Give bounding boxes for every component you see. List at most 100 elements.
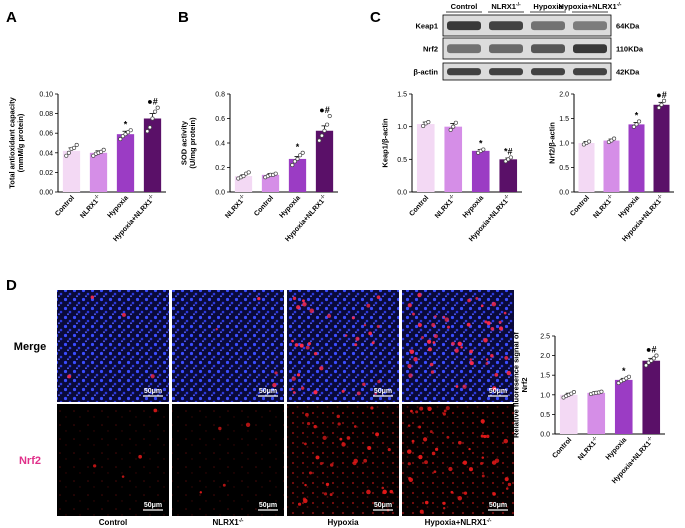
nrf2-signal-spot: [433, 334, 438, 339]
nrf2-signal-spot: [352, 461, 357, 466]
nrf2-signal-spot: [458, 440, 462, 445]
chart-nrf2-fluorescence: 0.0 0.5 1.0 1.5 2.0 2.5 Relative fluoresence s…: [512, 332, 665, 485]
nrf2-signal-spot: [504, 355, 509, 360]
panel-label-b: B: [178, 9, 189, 26]
bar: [288, 158, 307, 192]
bar: [89, 152, 108, 192]
data-point: [91, 153, 96, 158]
nrf2-signal-spot: [337, 422, 341, 426]
y-tick-label: 1.0: [559, 141, 569, 148]
data-point: [634, 122, 639, 127]
significance-marker: ●#: [646, 345, 656, 355]
data-point: [637, 119, 642, 124]
data-point: [609, 138, 614, 143]
nrf2-signal-spot: [138, 454, 142, 459]
category-label: NLRX1-/-: [576, 435, 601, 462]
nrf2-signal-spot: [356, 391, 361, 396]
bar: [628, 124, 645, 192]
data-point: [292, 159, 297, 164]
chart-nrf2-ratio: 0.0 0.5 1.0 1.5 2.0 Nrf2/β-actin Control NLRX1-…: [547, 90, 674, 243]
nrf2-signal-spot: [451, 341, 455, 346]
nrf2-signal-spot: [341, 389, 345, 393]
y-tick-label: 2.0: [540, 353, 550, 360]
blot-band: [447, 44, 481, 54]
nrf2-signal-spot: [299, 343, 304, 348]
nrf2-signal-spot: [442, 315, 446, 319]
bar: [642, 360, 661, 434]
nrf2-signal-spot: [490, 326, 495, 331]
y-tick-label: 0.4: [215, 141, 225, 148]
nrf2-signal-spot: [442, 412, 446, 416]
data-point: [325, 122, 330, 127]
significance-marker: *: [635, 110, 639, 120]
nrf2-signal-spot: [121, 475, 125, 478]
nrf2-signal-spot: [153, 408, 158, 413]
nrf2-signal-spot: [222, 483, 226, 487]
nrf2-signal-spot: [407, 424, 411, 427]
bar: [499, 159, 518, 192]
data-point: [651, 356, 656, 361]
nrf2-signal-spot: [491, 301, 497, 307]
nrf2-signal-spot: [444, 317, 450, 322]
data-point: [298, 153, 303, 158]
nrf2-signal-spot: [507, 482, 512, 487]
nrf2-signal-spot: [302, 299, 305, 303]
nrf2-signal-spot: [303, 498, 308, 504]
data-point: [503, 159, 508, 164]
data-point: [120, 134, 125, 139]
nrf2-signal-spot: [319, 462, 323, 466]
data-point: [508, 155, 513, 160]
data-point: [101, 147, 106, 152]
nrf2-signal-spot: [417, 322, 422, 328]
y-tick-label: 0.00: [39, 190, 53, 197]
data-point: [662, 98, 667, 103]
data-point: [426, 120, 431, 125]
nrf2-signal-spot: [424, 460, 428, 465]
category-label: Control: [569, 195, 591, 218]
nrf2-signal-spot: [377, 379, 381, 384]
nrf2-signal-spot: [431, 323, 436, 327]
nrf2-image: [172, 404, 284, 516]
nrf2-signal-spot: [292, 391, 296, 394]
nrf2-signal-spot: [376, 295, 381, 300]
scale-bar-label: 50μm: [144, 502, 162, 509]
blot-band: [531, 44, 565, 54]
fluorescence-microscopy-grid: 50μm 50μm 50μm 50μm 50μm 50μm 50μm 50μm Merge Nr…: [14, 290, 514, 527]
nrf2-signal-spot: [442, 501, 446, 505]
nrf2-signal-spot: [481, 474, 485, 478]
nrf2-signal-spot: [296, 373, 301, 377]
nrf2-signal-spot: [475, 296, 479, 300]
nrf2-signal-spot: [480, 462, 483, 465]
y-tick-label: 1.5: [397, 92, 407, 99]
nrf2-image: [287, 404, 399, 516]
nrf2-signal-spot: [296, 305, 301, 310]
category-label: Hypoxia: [462, 195, 485, 220]
scale-bar-label: 50μm: [144, 388, 162, 395]
nrf2-signal-spot: [423, 437, 428, 442]
nrf2-signal-spot: [346, 436, 351, 440]
nrf2-signal-spot: [351, 316, 355, 320]
nrf2-signal-spot: [429, 430, 433, 433]
data-point: [451, 124, 456, 129]
significance-marker: *#: [504, 146, 513, 156]
nrf2-signal-spot: [462, 460, 468, 465]
nrf2-signal-spot: [313, 390, 318, 395]
nrf2-signal-spot: [431, 451, 436, 456]
data-point: [273, 171, 278, 176]
nrf2-signal-spot: [505, 487, 509, 490]
nrf2-signal-spot: [272, 382, 277, 388]
nrf2-signal-spot: [90, 295, 95, 299]
data-point: [145, 129, 150, 134]
scale-bar-label: 50μm: [259, 502, 277, 509]
nrf2-signal-spot: [484, 320, 488, 324]
nrf2-signal-spot: [469, 361, 474, 366]
bar: [614, 379, 633, 434]
y-tick-label: 0.0: [559, 190, 569, 197]
nrf2-signal-spot: [421, 335, 424, 339]
nrf2-signal-spot: [308, 471, 313, 475]
data-point: [481, 147, 486, 152]
y-axis-label: Relative fluoresence signal ofNrf2: [512, 332, 530, 438]
nrf2-signal-spot: [469, 349, 473, 354]
nrf2-signal-spot: [323, 492, 328, 496]
nrf2-signal-spot: [485, 358, 489, 361]
